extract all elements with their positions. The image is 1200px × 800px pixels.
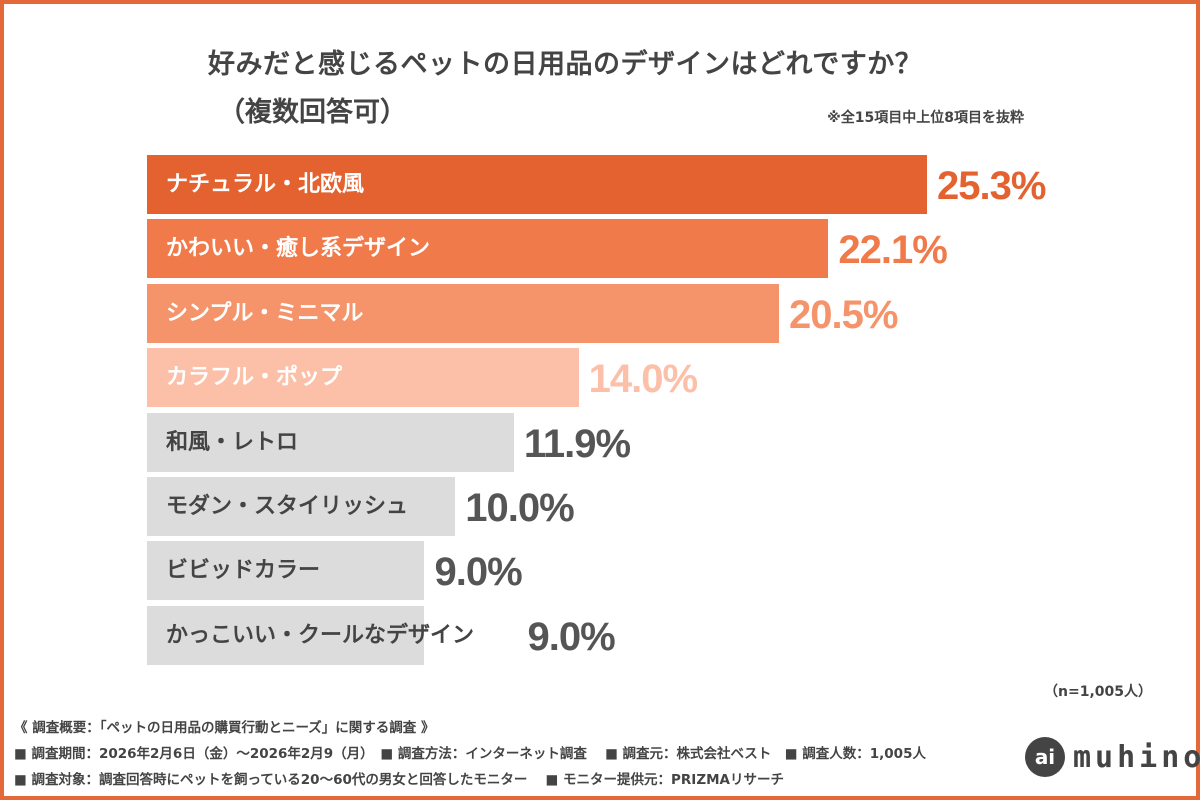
survey-overview: 《 調査概要：「ペットの日用品の購買行動とニーズ」に関する調査 》	[14, 720, 435, 736]
bar-category-label: 和風・レトロ	[166, 430, 299, 455]
bar-category-label: モダン・スタイリッシュ	[166, 494, 409, 519]
sample-size: （n=1,005人）	[1044, 684, 1152, 700]
chart-subtitle: （複数回答可）	[218, 97, 407, 128]
bar-value-label: 11.9%	[523, 422, 631, 466]
bar-category-label: かっこいい・クールなデザイン	[166, 623, 475, 648]
bar	[147, 606, 425, 665]
bar-category-label: カラフル・ポップ	[166, 365, 343, 390]
survey-target: ■ 調査対象：調査回答時にペットを飼っている20〜60代の男女と回答したモニター…	[14, 772, 784, 788]
bar-category-label: ナチュラル・北欧風	[166, 172, 365, 197]
chart-note: ※全15項目中上位8項目を抜粋	[827, 110, 1024, 126]
bar-value-label: 22.1%	[838, 228, 947, 272]
bar	[147, 348, 579, 407]
logo-mark-icon: ai	[1025, 737, 1065, 777]
bar-value-label: 10.0%	[465, 486, 574, 530]
bar-category-label: ビビッドカラー	[166, 558, 321, 583]
bar-value-label: 14.0%	[588, 357, 698, 401]
bar	[147, 284, 780, 343]
bar	[147, 477, 456, 536]
bar-category-label: かわいい・癒し系デザイン	[166, 236, 431, 261]
bar-value-label: 9.0%	[527, 615, 615, 659]
bar-value-label: 25.3%	[937, 164, 1046, 208]
bar-category-label: シンプル・ミニマル	[166, 301, 364, 326]
survey-details: ■ 調査期間：2026年2月6日（金）〜2026年2月9（月） ■ 調査方法：イ…	[14, 746, 926, 762]
bar-value-label: 20.5%	[789, 293, 898, 337]
bar	[147, 219, 829, 278]
chart-title: 好みだと感じるペットの日用品のデザインはどれですか？	[208, 49, 923, 80]
bar	[147, 413, 514, 472]
logo-text: muhino	[1073, 739, 1200, 775]
bar	[147, 541, 425, 600]
logo: ai muhino	[1025, 737, 1200, 777]
bar	[147, 155, 927, 214]
bar-value-label: 9.0%	[434, 550, 522, 594]
